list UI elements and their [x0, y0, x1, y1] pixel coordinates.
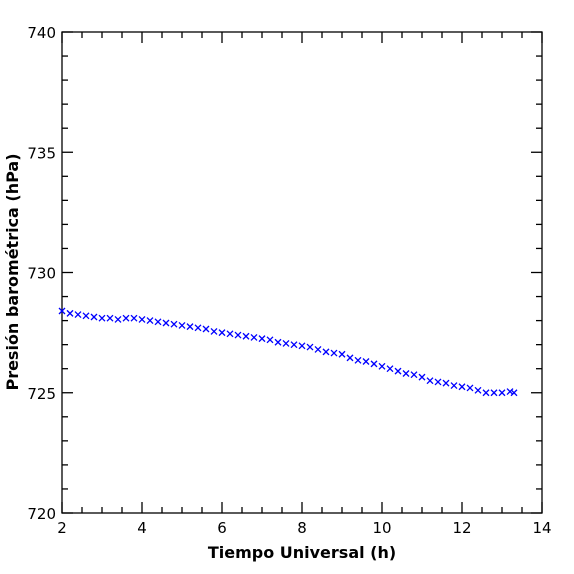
data-point — [258, 335, 266, 343]
data-point — [250, 333, 258, 341]
data-point — [74, 311, 82, 319]
x-tick-label: 8 — [297, 519, 307, 537]
data-point — [178, 321, 186, 329]
data-point — [146, 317, 154, 325]
data-point — [82, 312, 90, 320]
data-point — [194, 324, 202, 332]
data-point — [154, 318, 162, 326]
x-tick-label: 2 — [57, 519, 67, 537]
data-point — [394, 367, 402, 375]
data-point — [346, 354, 354, 362]
data-point — [402, 370, 410, 377]
data-point — [106, 314, 114, 322]
data-point — [450, 382, 458, 389]
data-points — [58, 307, 518, 397]
data-point — [322, 348, 330, 356]
data-point — [410, 371, 418, 379]
data-point — [362, 358, 370, 365]
data-point — [266, 336, 274, 344]
data-point — [186, 323, 194, 331]
tick-labels: 2 4 6 8 10 12 14 720 725 730 735 740 — [27, 24, 551, 537]
data-point — [506, 388, 514, 396]
data-point — [418, 373, 426, 381]
x-tick-label: 12 — [452, 519, 471, 537]
data-point — [330, 349, 338, 357]
x-tick-label: 6 — [217, 519, 227, 537]
x-tick-label: 14 — [532, 519, 551, 537]
data-point — [434, 378, 442, 386]
data-point — [298, 342, 306, 350]
plot-frame — [61, 31, 543, 514]
data-point — [498, 389, 506, 397]
data-point — [122, 314, 130, 322]
x-tick-label: 10 — [372, 519, 391, 537]
data-point — [114, 315, 122, 323]
y-tick-label: 730 — [27, 265, 56, 283]
data-point — [282, 339, 290, 347]
data-point — [234, 331, 242, 339]
data-point — [202, 325, 210, 333]
data-point — [162, 319, 170, 327]
y-axis-label: Presión barométrica (hPa) — [3, 153, 22, 390]
data-point — [442, 379, 450, 387]
data-point — [290, 341, 298, 349]
data-point — [138, 315, 146, 323]
x-axis-label: Tiempo Universal (h) — [208, 543, 396, 562]
data-point — [306, 343, 314, 351]
data-point — [458, 383, 466, 391]
data-point — [130, 314, 138, 322]
data-point — [378, 362, 386, 370]
data-point — [426, 377, 434, 385]
data-point — [510, 389, 518, 397]
data-point — [218, 329, 226, 337]
data-point — [170, 320, 178, 328]
data-point — [354, 356, 362, 364]
data-point — [386, 365, 394, 373]
y-tick-label: 725 — [27, 385, 56, 403]
axis-ticks — [61, 31, 543, 514]
data-point — [66, 309, 74, 317]
data-point — [90, 313, 98, 321]
data-point — [226, 330, 234, 338]
data-point — [314, 346, 322, 353]
data-point — [338, 350, 346, 358]
y-tick-label: 720 — [27, 505, 56, 523]
y-tick-label: 735 — [27, 144, 56, 162]
data-point — [474, 386, 482, 394]
data-point — [274, 338, 282, 346]
data-point — [58, 307, 66, 315]
y-tick-label: 740 — [27, 24, 56, 42]
data-point — [242, 332, 250, 340]
data-point — [370, 360, 378, 368]
data-point — [482, 389, 490, 397]
data-point — [490, 389, 498, 397]
data-point — [210, 327, 218, 335]
x-tick-label: 4 — [137, 519, 147, 537]
data-point — [98, 314, 106, 322]
data-point — [466, 384, 474, 392]
